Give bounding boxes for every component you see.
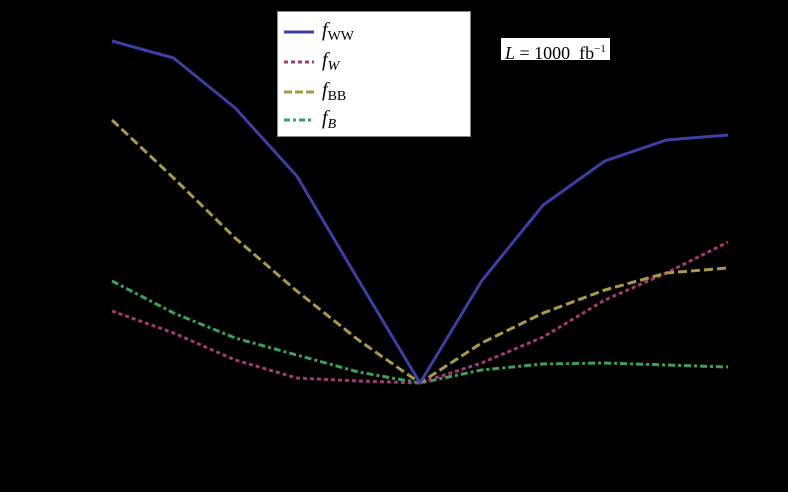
line-swatch-dashed-icon: [284, 90, 314, 94]
series-line-fw: [111, 240, 729, 385]
line-swatch-solid-icon: [284, 30, 314, 34]
line-swatch-dashdot-icon: [284, 118, 314, 122]
legend-item-fb: fB: [284, 106, 336, 134]
legend-label: fBB: [322, 79, 347, 104]
legend: fWW fW fBB fB: [277, 11, 471, 137]
luminosity-annotation: L = 1000 fb−1: [501, 38, 610, 63]
legend-label: fW: [322, 49, 340, 74]
legend-label: fWW: [322, 19, 354, 44]
legend-item-fww: fWW: [284, 18, 354, 46]
series-line-fww: [111, 39, 729, 385]
series-line-fbb: [110, 118, 729, 385]
legend-item-fbb: fBB: [284, 78, 346, 106]
series-line-fb: [111, 279, 729, 385]
legend-label: fB: [322, 107, 337, 132]
legend-item-fw: fW: [284, 48, 339, 76]
line-swatch-dotted-icon: [284, 60, 314, 64]
